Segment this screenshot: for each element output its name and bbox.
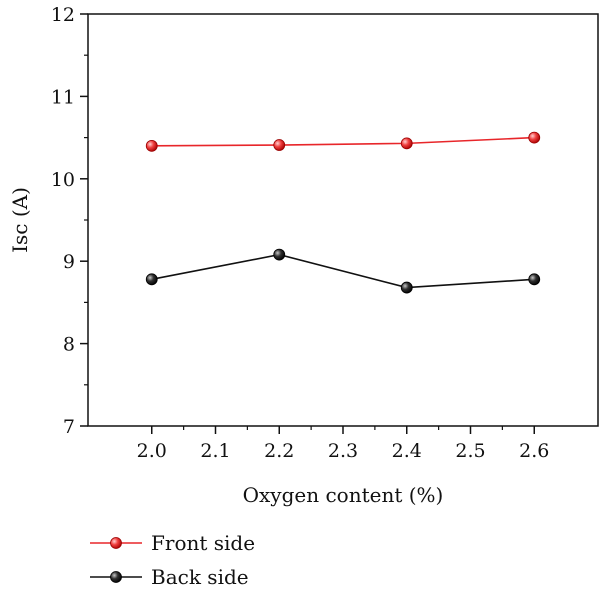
y-tick-label: 12: [51, 4, 75, 26]
x-tick-label: 2.3: [328, 440, 358, 462]
x-tick-label: 2.1: [200, 440, 230, 462]
legend-item: Back side: [90, 565, 249, 589]
data-point: [528, 131, 541, 144]
series-line: [151, 136, 535, 147]
y-tick-label: 11: [51, 86, 75, 108]
legend: Front side Back side: [90, 531, 255, 589]
legend-item: Front side: [90, 531, 255, 555]
series-line: [151, 253, 535, 289]
data-point: [273, 248, 286, 261]
series-layer: [145, 131, 541, 294]
legend-marker: [110, 537, 122, 549]
y-tick-label: 8: [63, 334, 75, 356]
y-tick-label: 9: [63, 251, 75, 273]
x-tick-label: 2.6: [519, 440, 549, 462]
legend-label: Back side: [151, 565, 249, 589]
y-axis-ticks: [80, 13, 88, 427]
data-point: [145, 139, 158, 152]
x-tick-label: 2.5: [455, 440, 485, 462]
x-axis-ticks: [151, 426, 535, 434]
data-point: [400, 137, 413, 150]
y-tick-label: 10: [51, 169, 75, 191]
legend-marker: [110, 571, 122, 583]
y-tick-label: 7: [63, 416, 75, 438]
x-axis-tick-labels: 2.0 2.1 2.2 2.3 2.4 2.5 2.6: [137, 440, 550, 462]
x-tick-label: 2.0: [137, 440, 167, 462]
data-point: [528, 273, 541, 286]
x-axis-title: Oxygen content (%): [243, 483, 444, 507]
y-axis-title: Isc (A): [8, 187, 32, 253]
series-1: [145, 248, 541, 294]
plot-frame: [87, 13, 599, 427]
series-0: [145, 131, 541, 152]
legend-label: Front side: [151, 531, 255, 555]
x-tick-label: 2.4: [392, 440, 422, 462]
data-point: [400, 281, 413, 294]
x-tick-label: 2.2: [264, 440, 294, 462]
data-point: [273, 139, 286, 151]
y-axis-tick-labels: 7 8 9 10 11 12: [51, 4, 75, 438]
data-point: [145, 273, 158, 286]
